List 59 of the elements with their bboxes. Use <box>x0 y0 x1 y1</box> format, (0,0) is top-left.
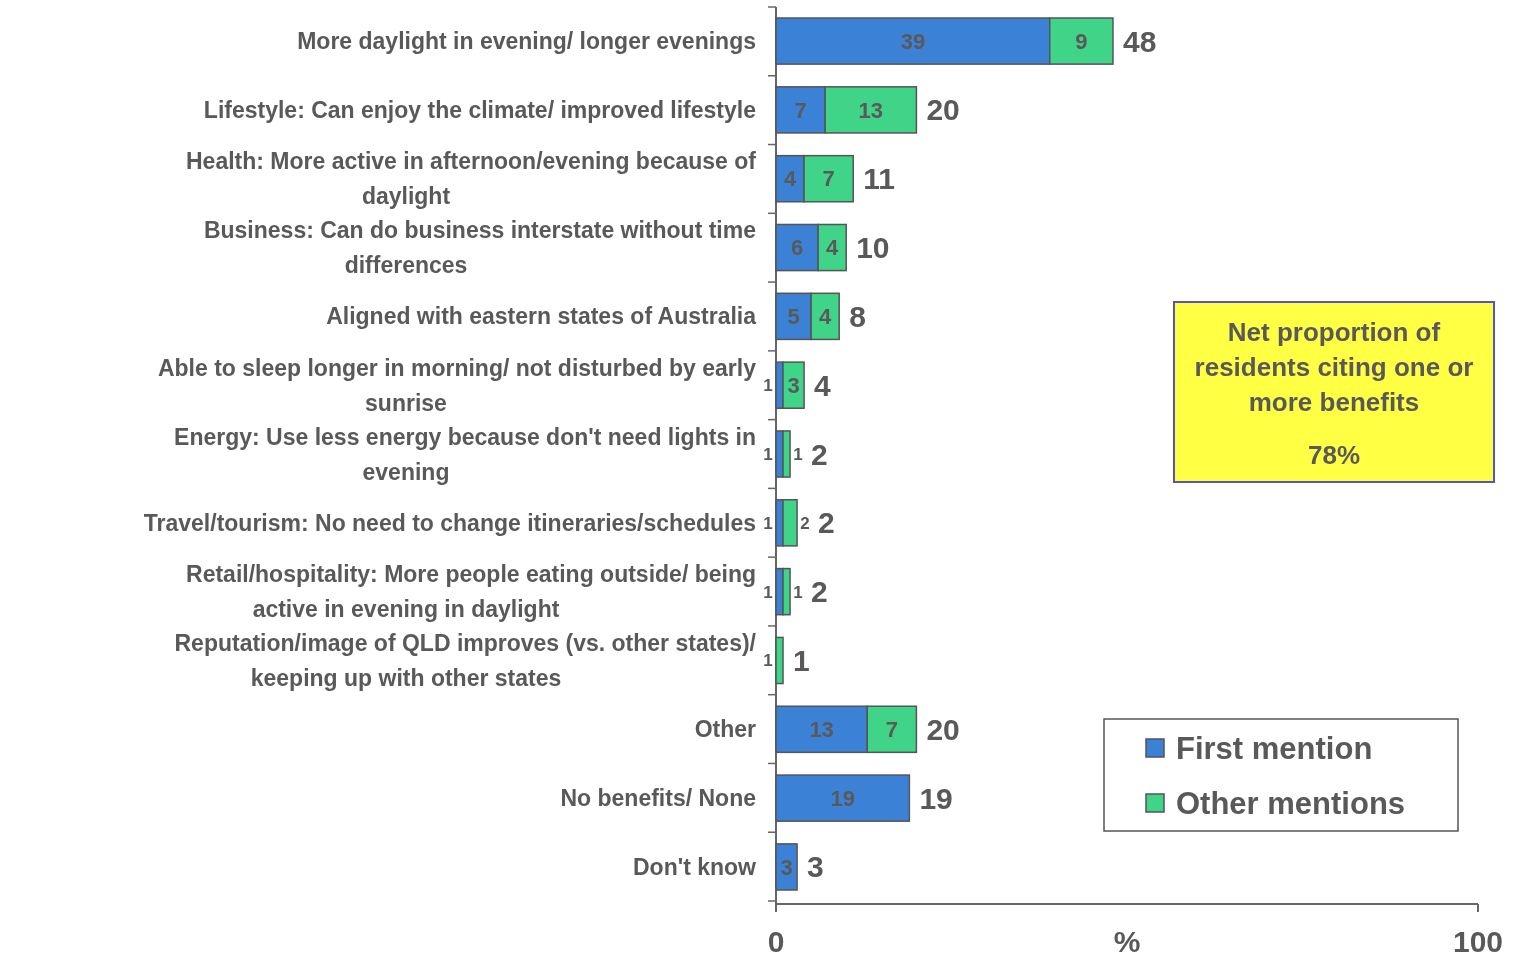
total-label: 20 <box>926 712 960 746</box>
y-tick-label: Health: More active in afternoon/evening because of daylight <box>185 148 757 210</box>
legend-label: Other mentions <box>1176 785 1406 821</box>
data-label: 1 <box>793 582 803 602</box>
bar <box>775 843 798 891</box>
x-tick-label: 0 <box>767 925 785 958</box>
bar <box>775 636 784 685</box>
y-tick-label: More daylight in evening/ longer evenings <box>297 28 756 55</box>
data-label: 1 <box>793 643 810 677</box>
data-label: 7 <box>822 166 835 192</box>
y-tick-label: Energy: Use less energy because don't need lights in evening <box>174 423 756 485</box>
y-tick-label: Able to sleep longer in morning/ not disturbed by early sunrise <box>157 354 757 416</box>
y-tick-label: Don't know <box>632 853 757 880</box>
total-label: 2 <box>800 513 810 533</box>
data-label: 7 <box>794 97 807 123</box>
data-label: 7 <box>885 716 898 742</box>
total-label: 2 <box>811 437 828 471</box>
y-tick-label: Travel/tourism: No need to change itineraries/schedules <box>143 509 756 536</box>
data-label: 13 <box>858 97 884 123</box>
data-label: 19 <box>830 785 855 811</box>
y-tick-label: Other <box>694 716 757 743</box>
data-label: 3 <box>780 854 793 880</box>
legend-label: First mention <box>1176 730 1373 766</box>
data-label: 9 <box>1075 28 1088 54</box>
data-label: 39 <box>900 28 926 54</box>
total-label: 20 <box>926 93 960 127</box>
annotation: Net proportion of residents citing one or more benefits <box>1194 317 1474 418</box>
x-tick-label: 100 <box>1452 925 1504 958</box>
data-label: 6 <box>790 235 804 261</box>
data-label: 2 <box>818 506 835 540</box>
total-label: 11 <box>863 162 895 196</box>
data-label: 1 <box>763 376 773 396</box>
data-label: 4 <box>783 166 797 192</box>
y-tick-label: Lifestyle: Can enjoy the climate/ improved lifestyle <box>203 96 756 123</box>
data-label: 1 <box>763 582 773 602</box>
total-label: 48 <box>1122 24 1157 58</box>
y-tick-label: No benefits/ None <box>560 785 756 812</box>
data-label: 1 <box>763 444 773 464</box>
y-tick-label: Business: Can do business interstate without time differences <box>203 217 756 279</box>
data-label: 3 <box>787 372 800 398</box>
total-label: 4 <box>814 368 832 402</box>
annotation: 78% <box>1307 440 1361 471</box>
y-tick-label: Aligned with eastern states of Australia <box>326 303 757 330</box>
total-label: 3 <box>807 850 824 884</box>
data-label: 5 <box>787 304 800 330</box>
total-label: 8 <box>849 299 866 333</box>
data-label: 4 <box>819 304 833 330</box>
data-label: 13 <box>809 716 834 742</box>
y-tick-label: Reputation/image of QLD improves (vs. other states)/ keeping up with other states <box>174 630 757 692</box>
data-label: 1 <box>793 444 803 464</box>
total-label: 19 <box>919 781 953 815</box>
total-label: 1 <box>763 651 773 671</box>
data-label: 4 <box>826 235 840 261</box>
bar <box>775 774 911 822</box>
total-label: 10 <box>856 231 890 265</box>
total-label: 2 <box>811 575 828 609</box>
y-tick-label: Retail/hospitality: More people eating outside/ being active in evening in daylight <box>186 561 756 623</box>
data-label: 1 <box>763 513 773 533</box>
x-axis-title: % <box>1113 925 1141 958</box>
